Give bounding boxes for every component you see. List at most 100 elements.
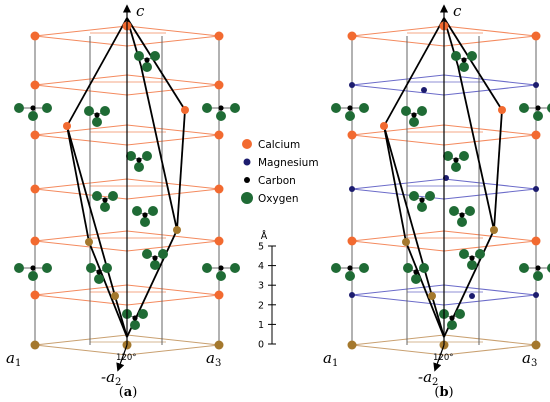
a2-axis-subscript: 2 [432, 377, 438, 388]
oxygen-atom [126, 151, 136, 161]
oxygen-atom [459, 62, 469, 72]
calcium-atom [214, 184, 224, 194]
scale-tick-label: 4 [258, 261, 264, 272]
calcium-atom [214, 130, 224, 140]
oxygen-atom [359, 263, 369, 273]
magnesium-atom [349, 82, 355, 88]
calcium-atom [347, 130, 357, 140]
oxygen-atom [134, 51, 144, 61]
oxygen-atom [409, 117, 419, 127]
oxygen-atom [14, 103, 24, 113]
cell-edge [405, 241, 445, 338]
oxygen-atom [467, 51, 477, 61]
a3-axis-label: a [206, 349, 215, 367]
cell-edge [383, 125, 407, 243]
carbon-atom [449, 315, 455, 321]
a2-axis-label: -a [101, 368, 115, 386]
carbon-atom [535, 105, 541, 111]
oxygen-atom [140, 217, 150, 227]
cell-edge [66, 125, 90, 243]
oxygen-atom [459, 151, 469, 161]
scale-unit: Å [261, 230, 268, 242]
oxygen-atom [519, 263, 529, 273]
oxygen-atom [467, 260, 477, 270]
oxygen-atom [28, 271, 38, 281]
calcium-atom [214, 80, 224, 90]
calcium-atom [30, 80, 40, 90]
a1-axis-label: a [323, 349, 332, 367]
scale-bar: Å 0 1 2 3 4 5 [258, 230, 276, 351]
carbon-atom [218, 105, 224, 111]
oxygen-atom [230, 263, 240, 273]
oxygen-atom [134, 162, 144, 172]
base-atom [490, 226, 498, 234]
oxygen-atom [475, 249, 485, 259]
oxygen-atom [533, 111, 543, 121]
calcium-atom [30, 184, 40, 194]
carbon-atom-icon [244, 177, 250, 183]
svg-text:-a2: -a2 [101, 368, 121, 388]
calcium-atom [531, 130, 541, 140]
oxygen-atom [132, 206, 142, 216]
carbon-atom [96, 269, 102, 275]
carbon-atom [102, 197, 108, 203]
carbon-atom [30, 105, 36, 111]
oxygen-atom [455, 309, 465, 319]
cell-edge [88, 241, 128, 338]
c-axis-label: c [136, 2, 145, 20]
svg-text:a3: a3 [522, 349, 537, 369]
calcium-atom [214, 290, 224, 300]
a3-axis-label: a [522, 349, 531, 367]
legend-item-magnesium: Magnesium [243, 157, 319, 169]
legend-label-oxygen: Oxygen [258, 193, 298, 205]
oxygen-atom [457, 217, 467, 227]
legend-label-magnesium: Magnesium [258, 157, 319, 169]
oxygen-atom [447, 320, 457, 330]
scale-tick-label: 5 [258, 242, 264, 253]
calcium-atom [531, 31, 541, 41]
svg-text:(b): (b) [434, 385, 453, 400]
oxygen-atom [42, 103, 52, 113]
calcium-atom [498, 106, 506, 114]
calcium-atom [380, 122, 388, 130]
base-atom [111, 292, 119, 300]
carbon-atom [469, 255, 475, 261]
oxygen-atom [419, 263, 429, 273]
calcium-atom [347, 236, 357, 246]
base-atom [347, 340, 357, 350]
svg-text:a1: a1 [6, 349, 21, 369]
oxygen-atom [92, 191, 102, 201]
oxygen-atom [202, 263, 212, 273]
a2-axis-arrow-icon [116, 344, 128, 372]
oxygen-atom [331, 263, 341, 273]
cell-edge [140, 65, 178, 231]
magnesium-atom [533, 292, 539, 298]
panel-a-caption: a [124, 385, 133, 400]
base-atom [402, 238, 410, 246]
legend-label-calcium: Calcium [258, 139, 300, 151]
magnesium-atom-icon [243, 158, 251, 166]
carbon-atom [132, 315, 138, 321]
carbon-atom [144, 57, 150, 63]
oxygen-atom [331, 103, 341, 113]
oxygen-atom [142, 249, 152, 259]
a3-axis-subscript: 3 [215, 358, 221, 369]
base-atom [30, 340, 40, 350]
svg-text:a3: a3 [206, 349, 221, 369]
cell-edge [443, 17, 503, 111]
scale-ticks: 0 1 2 3 4 5 [258, 242, 276, 351]
scale-tick-label: 3 [258, 281, 264, 292]
oxygen-atom [142, 62, 152, 72]
magnesium-atom [349, 186, 355, 192]
oxygen-atom [417, 106, 427, 116]
oxygen-atom [417, 202, 427, 212]
carbon-atom [142, 212, 148, 218]
oxygen-atom [533, 271, 543, 281]
magnesium-atom [533, 186, 539, 192]
scale-tick-label: 0 [258, 340, 264, 351]
cell-edge [431, 295, 445, 338]
oxygen-atom [108, 191, 118, 201]
a2-axis-label: -a [418, 368, 432, 386]
carbon-atom [30, 265, 36, 271]
